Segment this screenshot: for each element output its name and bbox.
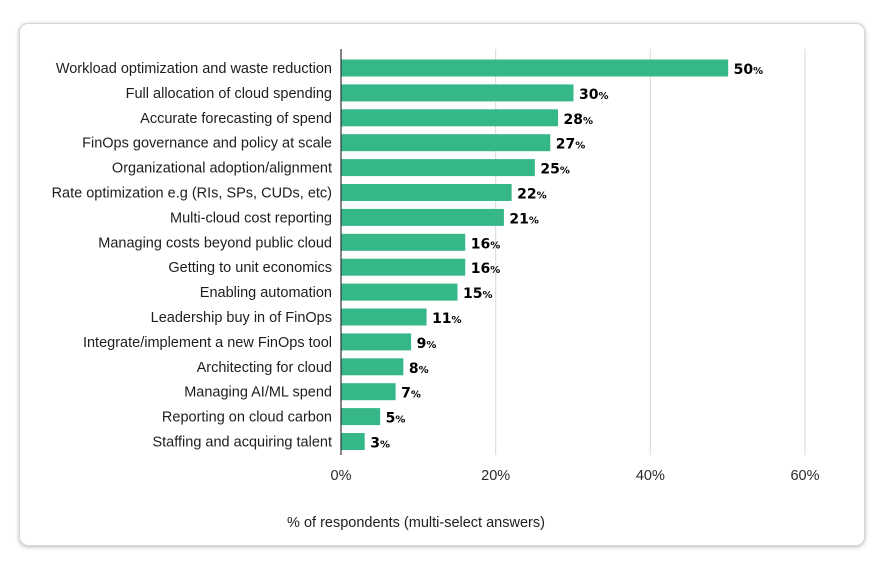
data-label: 22% <box>517 187 547 203</box>
data-label: 5% <box>386 411 406 427</box>
category-label: Workload optimization and waste reductio… <box>56 61 332 77</box>
bar <box>341 159 535 177</box>
data-label: 15% <box>463 286 493 302</box>
category-label: Organizational adoption/alignment <box>112 161 332 177</box>
data-label: 30% <box>579 87 609 103</box>
category-label: Managing AI/ML spend <box>184 385 332 401</box>
data-label: 9% <box>417 336 437 352</box>
value-labels: 50% 30% 28% 27% 25% 22% 21% 16% 16% 15%11% 9% 8% 7% 5… <box>370 62 763 452</box>
bar <box>341 109 559 127</box>
bar <box>341 383 396 401</box>
data-label: 50% <box>734 62 764 78</box>
bar <box>341 308 427 326</box>
bar <box>341 184 512 201</box>
data-label: 8% <box>409 361 429 377</box>
bar <box>341 233 466 251</box>
x-tick-label: 20% <box>481 468 510 484</box>
bar <box>341 134 551 152</box>
data-label: 16% <box>471 236 501 252</box>
category-label: Architecting for cloud <box>197 360 332 376</box>
category-label: Multi-cloud cost reporting <box>170 210 332 226</box>
category-label: Reporting on cloud carbon <box>162 410 332 426</box>
bar <box>341 59 729 77</box>
category-label: Getting to unit economics <box>168 260 332 276</box>
bar <box>341 433 365 450</box>
data-label: 21% <box>509 211 539 227</box>
x-axis-title: % of respondents (multi-select answers) <box>287 515 545 531</box>
data-label: 28% <box>564 112 594 128</box>
data-label: 7% <box>401 386 421 402</box>
bar <box>341 208 504 226</box>
bar <box>341 333 412 351</box>
x-tick-label: 60% <box>790 468 819 484</box>
category-label: Staffing and acquiring talent <box>152 435 332 451</box>
bars <box>341 59 729 450</box>
bar <box>341 283 458 301</box>
bar <box>341 408 381 426</box>
data-label: 3% <box>370 436 390 452</box>
bar <box>341 358 404 376</box>
category-label: FinOps governance and policy at scale <box>82 136 332 152</box>
category-label: Rate optimization e.g (RIs, SPs, CUDs, e… <box>52 186 332 202</box>
category-labels: Workload optimization and waste reductio… <box>52 61 332 451</box>
x-tick-label: 0% <box>331 468 352 484</box>
category-label: Full allocation of cloud spending <box>126 86 332 102</box>
bar <box>341 84 574 102</box>
category-label: Integrate/implement a new FinOps tool <box>83 335 332 351</box>
data-label: 27% <box>556 137 586 153</box>
x-tick-label: 40% <box>636 468 665 484</box>
category-label: Enabling automation <box>200 285 332 301</box>
category-label: Leadership buy in of FinOps <box>151 310 332 326</box>
category-label: Managing costs beyond public cloud <box>98 235 332 251</box>
x-axis-ticks: 0% 20% 40% 60% <box>331 468 820 484</box>
data-label: 11% <box>432 311 462 327</box>
data-label: 25% <box>540 162 570 178</box>
bar <box>341 258 466 276</box>
data-label: 16% <box>471 261 501 277</box>
category-label: Accurate forecasting of spend <box>140 111 332 127</box>
